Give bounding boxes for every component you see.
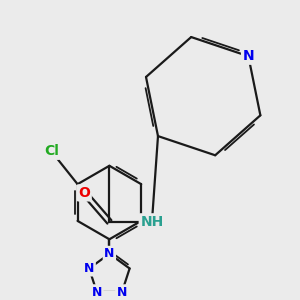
Text: N: N [117, 286, 127, 299]
Text: O: O [78, 186, 90, 200]
Text: N: N [84, 262, 94, 275]
Text: N: N [92, 286, 102, 299]
Text: N: N [104, 247, 115, 260]
Text: NH: NH [140, 215, 164, 229]
Text: Cl: Cl [44, 144, 59, 158]
Text: N: N [243, 49, 254, 63]
